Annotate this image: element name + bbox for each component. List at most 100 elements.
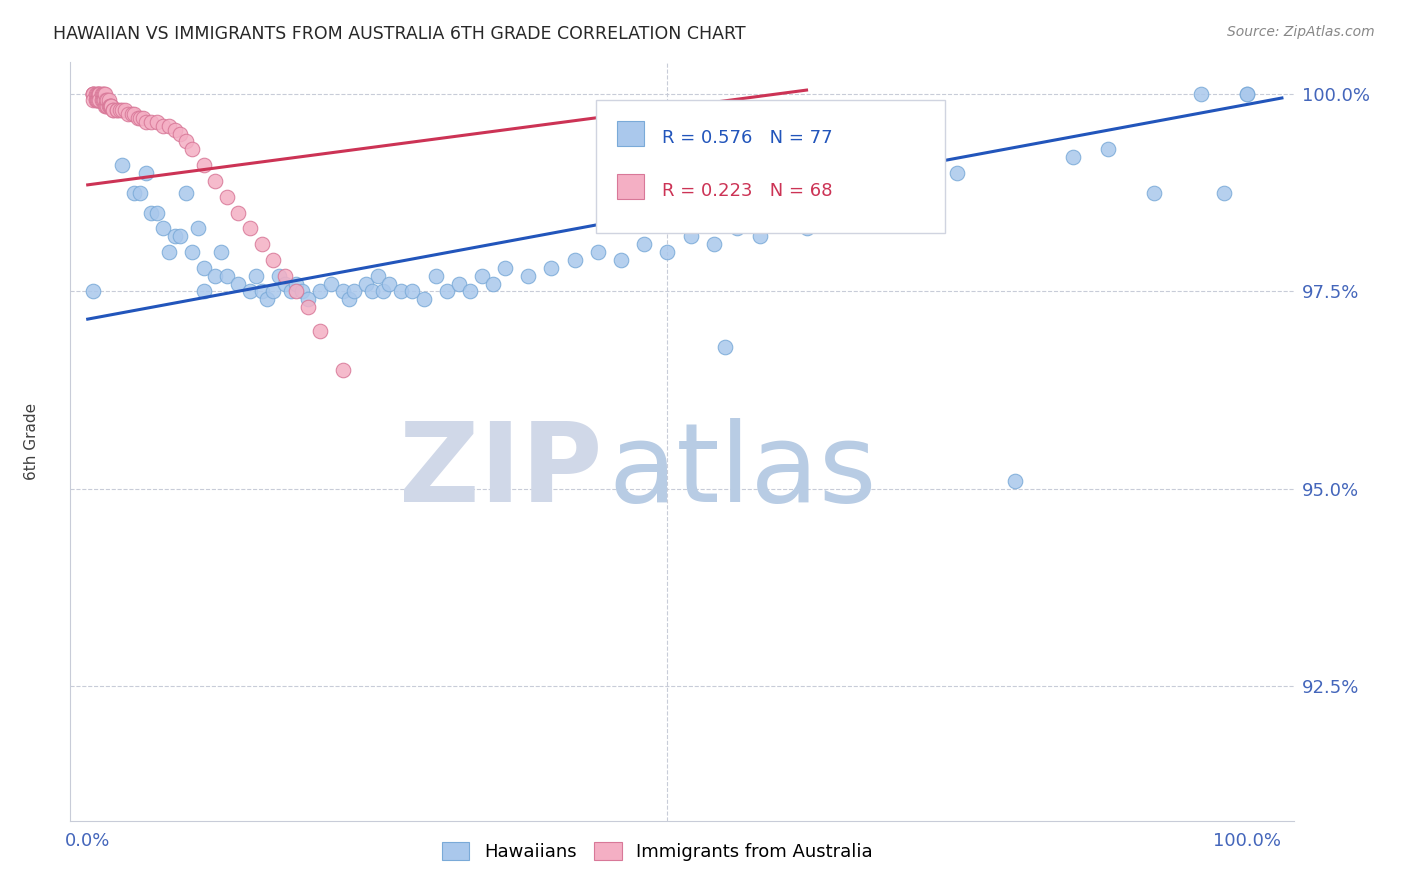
Point bbox=[89, 87, 111, 101]
Point bbox=[100, 99, 122, 113]
Point bbox=[163, 229, 186, 244]
Point bbox=[308, 324, 330, 338]
Point bbox=[84, 93, 107, 107]
Point bbox=[111, 103, 134, 117]
Text: ZIP: ZIP bbox=[399, 418, 602, 525]
Point bbox=[93, 93, 115, 107]
Point bbox=[204, 174, 226, 188]
Point bbox=[946, 166, 969, 180]
Point bbox=[141, 205, 163, 219]
Text: 6th Grade: 6th Grade bbox=[24, 403, 38, 480]
Point bbox=[633, 237, 655, 252]
FancyBboxPatch shape bbox=[596, 101, 945, 233]
Point bbox=[91, 93, 114, 107]
Point bbox=[425, 268, 447, 283]
Point bbox=[679, 229, 702, 244]
Point bbox=[121, 107, 143, 121]
Point bbox=[239, 285, 262, 299]
Point bbox=[122, 186, 145, 200]
Point bbox=[82, 285, 104, 299]
Point bbox=[215, 268, 238, 283]
Point bbox=[146, 114, 169, 128]
Point bbox=[94, 87, 117, 101]
Point bbox=[274, 277, 297, 291]
Point bbox=[122, 107, 145, 121]
Point bbox=[97, 99, 120, 113]
Point bbox=[82, 87, 104, 101]
Point bbox=[82, 87, 104, 101]
Point bbox=[169, 127, 191, 141]
Point bbox=[114, 103, 136, 117]
Point bbox=[98, 99, 121, 113]
Point bbox=[174, 135, 197, 149]
Point bbox=[1189, 87, 1212, 101]
Text: R = 0.576   N = 77: R = 0.576 N = 77 bbox=[662, 129, 832, 147]
Point bbox=[82, 87, 104, 101]
Point bbox=[373, 285, 395, 299]
Point bbox=[1213, 186, 1236, 200]
Point bbox=[215, 190, 238, 204]
Point bbox=[772, 213, 794, 227]
Point bbox=[100, 99, 122, 113]
Point bbox=[96, 99, 118, 113]
Point bbox=[413, 293, 436, 307]
Point bbox=[267, 268, 290, 283]
Point bbox=[447, 277, 470, 291]
Point bbox=[389, 285, 412, 299]
Point bbox=[830, 205, 852, 219]
Point bbox=[90, 93, 112, 107]
Point bbox=[82, 87, 104, 101]
Point bbox=[135, 114, 157, 128]
Point bbox=[262, 252, 284, 267]
Point bbox=[586, 244, 609, 259]
Point bbox=[343, 285, 366, 299]
Point bbox=[1097, 142, 1119, 156]
Point bbox=[228, 205, 250, 219]
Point bbox=[105, 103, 128, 117]
Point bbox=[82, 93, 104, 107]
Point bbox=[117, 107, 139, 121]
Point bbox=[169, 229, 191, 244]
Point bbox=[111, 158, 134, 172]
Point bbox=[187, 221, 209, 235]
Point bbox=[239, 221, 262, 235]
Point bbox=[84, 87, 107, 101]
Point bbox=[89, 87, 111, 101]
Point bbox=[105, 103, 128, 117]
Point bbox=[1004, 474, 1026, 488]
Point bbox=[297, 300, 319, 314]
Point bbox=[193, 158, 215, 172]
Point bbox=[285, 285, 308, 299]
Point bbox=[96, 93, 118, 107]
Point bbox=[193, 285, 215, 299]
Point bbox=[285, 277, 308, 291]
Point bbox=[517, 268, 540, 283]
Point bbox=[297, 293, 319, 307]
Point bbox=[103, 103, 125, 117]
Point bbox=[98, 99, 121, 113]
Point bbox=[87, 93, 110, 107]
Point bbox=[94, 99, 117, 113]
Point bbox=[332, 363, 354, 377]
Text: 100.0%: 100.0% bbox=[1213, 832, 1281, 850]
Point bbox=[132, 111, 155, 125]
Point bbox=[250, 285, 273, 299]
Point bbox=[174, 186, 197, 200]
Point bbox=[280, 285, 302, 299]
Point bbox=[135, 166, 157, 180]
Point bbox=[209, 244, 232, 259]
Point bbox=[204, 268, 226, 283]
Point bbox=[911, 182, 934, 196]
Point bbox=[401, 285, 423, 299]
Point bbox=[103, 103, 125, 117]
Point bbox=[128, 111, 150, 125]
Point bbox=[262, 285, 284, 299]
Point bbox=[1236, 87, 1258, 101]
Point bbox=[291, 285, 314, 299]
Point bbox=[86, 93, 108, 107]
Point bbox=[274, 268, 297, 283]
Point bbox=[494, 260, 516, 275]
Point bbox=[157, 244, 180, 259]
Point bbox=[564, 252, 586, 267]
Point bbox=[250, 237, 273, 252]
